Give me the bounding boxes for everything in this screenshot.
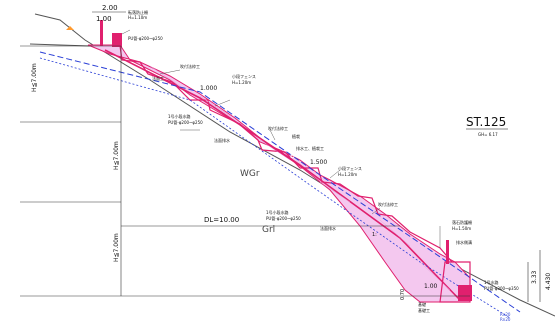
- slope-ratio-label: 1:: [372, 232, 377, 238]
- frame-work-1-label: 吹付法枠工: [180, 63, 200, 69]
- dl-label: DL=10.00: [204, 216, 239, 224]
- rn20-label: Rn20: [500, 312, 511, 317]
- bottom-structure: [458, 285, 472, 301]
- berm-b-label: B: [290, 152, 295, 160]
- w3-label: 1.00: [424, 283, 438, 290]
- geology-lower-label: Grl: [262, 225, 275, 235]
- rockfall-fence-h-label: H=1.50m: [452, 226, 471, 231]
- bottom-label: 0.70: [400, 289, 406, 300]
- side-ditch-label: 排水側溝: [456, 239, 472, 245]
- cut-slope-fill: [87, 44, 471, 303]
- fence-1-h-label: H=1.20m: [232, 80, 251, 85]
- fence-1-label: 小段フェンス: [232, 73, 256, 79]
- foundation-work-label: 基礎工: [418, 307, 430, 313]
- top-width2-label: 1.00: [96, 15, 112, 23]
- pipe-bottom-label: PU管-φ300~φ350: [484, 285, 519, 291]
- channel-1-label: 1号小段水路: [168, 113, 191, 119]
- h3-label: H≦7.00m: [113, 233, 120, 262]
- channel-2-label: 1号小段水路: [266, 209, 289, 215]
- channel-bottom-label: 1号水路: [484, 279, 499, 285]
- drain-2-label: 法面排水: [320, 225, 336, 231]
- slope-line-magenta: [104, 49, 461, 301]
- rn20b-label: Rn20: [500, 317, 511, 322]
- leader-lines: [121, 29, 441, 248]
- design-line-blue-2: [39, 57, 511, 319]
- planting-label: 植栽: [292, 133, 300, 139]
- h2-label: H≦7.00m: [113, 141, 120, 170]
- station-sub: GH= 6.17: [478, 132, 498, 137]
- cut-hatching: [149, 65, 451, 291]
- foundation-label: 基礎: [418, 301, 426, 307]
- design-line-blue: [39, 51, 521, 313]
- top-width-label: 2.00: [102, 4, 118, 12]
- frame-work-2-label: 吹付法枠工: [268, 125, 288, 131]
- right-b-label: 4.430: [545, 273, 552, 290]
- w2-label: 1.500: [310, 159, 327, 166]
- rockfall-fence-label: 落石防護柵: [452, 219, 472, 225]
- pipe-1-label: PU管-φ200~φ250: [168, 119, 203, 125]
- h1-label: H≦7.00m: [31, 63, 38, 92]
- fall-fence-top-h-label: H=1.10m: [128, 15, 147, 20]
- fall-fence-top-label: 転落防止柵: [128, 9, 148, 15]
- slope-work-1-label: 法面工: [152, 75, 164, 81]
- bottom-retaining: [439, 261, 471, 303]
- fence-2-h-label: H=1.20m: [338, 172, 357, 177]
- station-title: ST.125: [466, 115, 506, 129]
- fence-2-label: 小段フェンス: [338, 165, 362, 171]
- rockfall-fence-post: [446, 240, 449, 264]
- right-a-label: 3.33: [531, 270, 538, 284]
- w1-label: 1.000: [200, 85, 217, 92]
- drain-planting-label: 排水工、植栽工: [296, 145, 324, 151]
- fall-fence-post: [100, 20, 103, 46]
- drain-1-label: 法面排水: [214, 137, 230, 143]
- top-structure: [112, 33, 122, 47]
- pipe-2-label: PU管-φ200~φ250: [266, 215, 301, 221]
- geology-upper-label: WGr: [240, 169, 260, 179]
- orange-marker: [66, 26, 74, 30]
- frame-work-3-label: 吹付法枠工: [378, 201, 398, 207]
- pipe-top-label: PU管-φ200~φ250: [128, 35, 163, 41]
